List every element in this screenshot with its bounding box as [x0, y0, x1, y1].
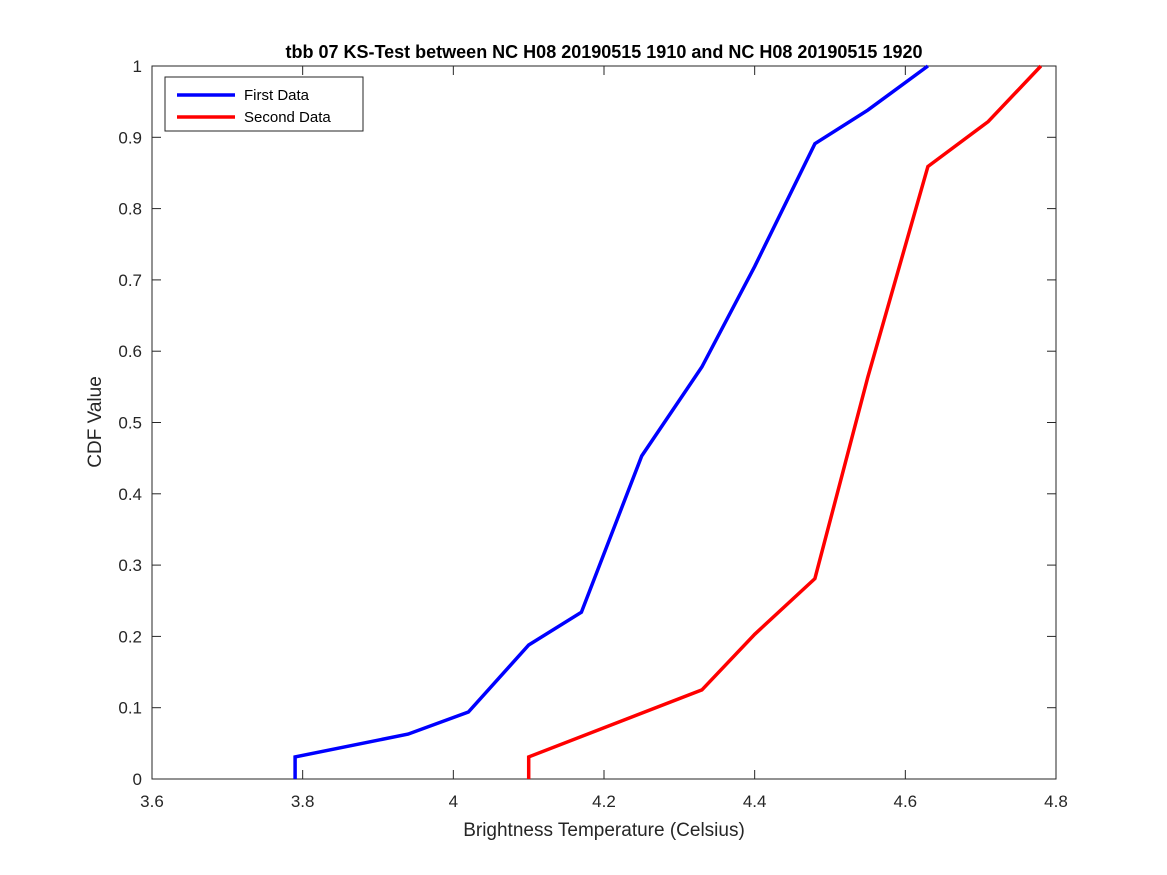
y-tick-label: 0.9 — [118, 128, 142, 147]
y-tick-label: 0.4 — [118, 485, 142, 504]
x-tick-label: 4.6 — [894, 792, 918, 811]
series-lines — [293, 64, 1043, 779]
legend-box — [164, 76, 364, 132]
plot-area: 3.6 3.8 4 4.2 4.4 4.6 4.8 00.10.20.30.40.50.60… — [118, 57, 1067, 811]
y-axis-label: CDF Value — [85, 376, 106, 468]
series-line-first-data — [293, 64, 929, 779]
y-tick-label: 0.8 — [118, 200, 142, 219]
x-tick-label: 3.6 — [140, 792, 164, 811]
x-tick-label: 4.4 — [743, 792, 767, 811]
x-tick-label: 3.8 — [291, 792, 315, 811]
x-axis-label: Brightness Temperature (Celsius) — [463, 820, 745, 841]
x-axis: 3.6 3.8 4 4.2 4.4 4.6 4.8 — [140, 66, 1068, 811]
y-axis: 0 0.1 0.2 0.3 0.4 0.5 0.6 0.7 0.8 0.9 1 — [118, 57, 1056, 789]
legend-label-second-data: Second Data — [244, 109, 331, 126]
y-tick-label: 0 — [133, 770, 142, 789]
x-tick-label: 4.2 — [592, 792, 616, 811]
y-tick-label: 0.6 — [118, 342, 142, 361]
y-tick-label: 0.7 — [118, 271, 142, 290]
series-line-second-data — [526, 64, 1043, 779]
x-tick-label: 4 — [449, 792, 458, 811]
x-tick-label: 4.8 — [1044, 792, 1068, 811]
y-tick-label: 0.2 — [118, 627, 142, 646]
legend-label-first-data: First Data — [244, 87, 310, 104]
y-tick-label: 1 — [133, 57, 142, 76]
legend: First Data Second Data — [164, 76, 364, 132]
y-tick-label: 0.3 — [118, 556, 142, 575]
chart-title: tbb 07 KS-Test between NC H08 20190515 1… — [285, 42, 922, 62]
y-tick-label: 0.5 — [118, 414, 142, 433]
axes-box — [151, 65, 1057, 780]
y-tick-label: 0.1 — [118, 699, 142, 718]
